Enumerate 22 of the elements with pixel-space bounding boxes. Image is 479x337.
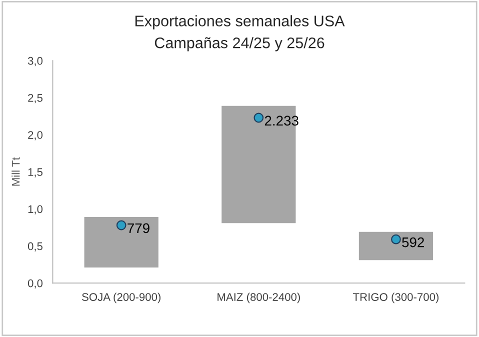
annotation: 779 bbox=[128, 223, 150, 234]
point bbox=[391, 234, 401, 244]
bar bbox=[220, 104, 298, 224]
bar bbox=[82, 216, 160, 269]
annotation: 2.233 bbox=[264, 116, 298, 126]
y-tick-label: 1,0 bbox=[28, 205, 43, 214]
annotation: 592 bbox=[402, 237, 424, 248]
y-tick-label: 2,0 bbox=[28, 131, 43, 140]
bar bbox=[358, 230, 434, 262]
x-tick-label: TRIGO (300-700) bbox=[353, 292, 439, 304]
y-tick-label: 1,5 bbox=[28, 168, 43, 178]
y-tick-label: 0,5 bbox=[28, 242, 43, 252]
y-axis-title: Mill Tt bbox=[12, 157, 20, 186]
x-tick-label: MAIZ (800-2400) bbox=[218, 292, 300, 304]
y-tick-label: 3,0 bbox=[28, 56, 43, 66]
point bbox=[116, 220, 126, 230]
y-tick-label: 2,5 bbox=[28, 94, 43, 104]
point bbox=[254, 112, 264, 123]
chart-subtitle: Campañas 24/25 y 25/26 bbox=[154, 37, 324, 52]
chart-title: Exportaciones semanales USA bbox=[135, 15, 345, 30]
y-tick-label: 0,0 bbox=[28, 279, 43, 289]
x-tick-label: SOJA (200-900) bbox=[82, 292, 160, 304]
